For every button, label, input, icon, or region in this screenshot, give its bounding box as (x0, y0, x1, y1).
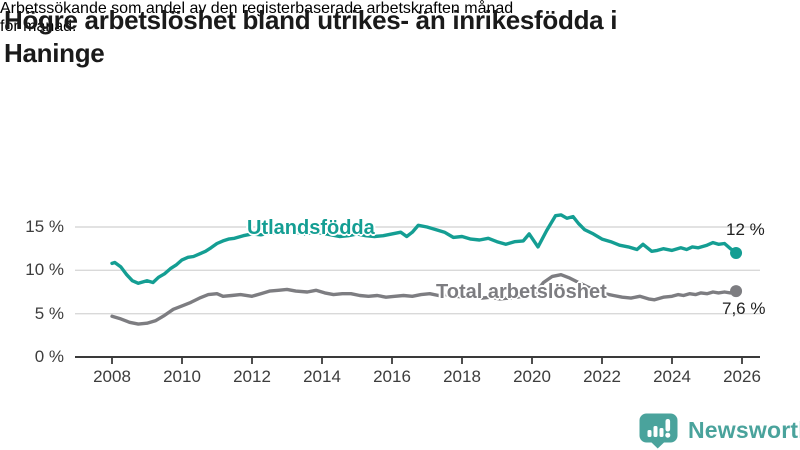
newsworthy-logo-icon (639, 413, 678, 448)
x-tick-label: 2016 (373, 367, 411, 386)
y-tick-label: 0 % (34, 347, 64, 366)
y-tick-label: 10 % (25, 260, 64, 280)
series-line-0 (110, 213, 738, 285)
x-tick-label: 2014 (303, 367, 341, 386)
chart-subtitle-line2: för månad. (0, 18, 77, 35)
x-axis (75, 356, 760, 364)
series-end-dot-0 (730, 247, 743, 259)
y-tick-label: 5 % (34, 303, 64, 323)
series-label-utlandsfodda: Utlandsfödda (247, 217, 375, 239)
x-tick-label: 2020 (513, 367, 551, 386)
end-value-label-utlandsfodda: 12 % (726, 220, 765, 239)
end-value-label-total: 7,6 % (722, 299, 766, 318)
chart-title-line1: Högre arbetslöshet bland utrikes- än inr… (4, 5, 618, 35)
x-tick-label: 2022 (583, 367, 621, 386)
x-tick-label: 2010 (163, 367, 201, 386)
chart-subtitle-line1: Arbetssökande som andel av den registerb… (0, 0, 514, 17)
y-tick-label: 15 % (25, 217, 64, 236)
newsworthy-logo[interactable]: Newsworthy (638, 411, 800, 449)
series-label-total-arbetsloshet: Total arbetslöshet (436, 281, 607, 303)
series-lines (110, 213, 743, 326)
x-tick-label: 2024 (653, 367, 691, 386)
series-line-1 (110, 273, 738, 326)
series-end-dot-1 (730, 285, 743, 298)
chart-title-line2: Haninge (4, 37, 105, 68)
x-tick-label: 2018 (443, 367, 481, 386)
x-tick-label: 2012 (233, 367, 271, 386)
x-tick-label: 2026 (723, 367, 761, 386)
newsworthy-logo-text: Newsworthy (688, 416, 800, 443)
x-tick-label: 2008 (93, 367, 131, 386)
chart-title: Högre arbetslöshet bland utrikes- än inr… (4, 4, 796, 69)
